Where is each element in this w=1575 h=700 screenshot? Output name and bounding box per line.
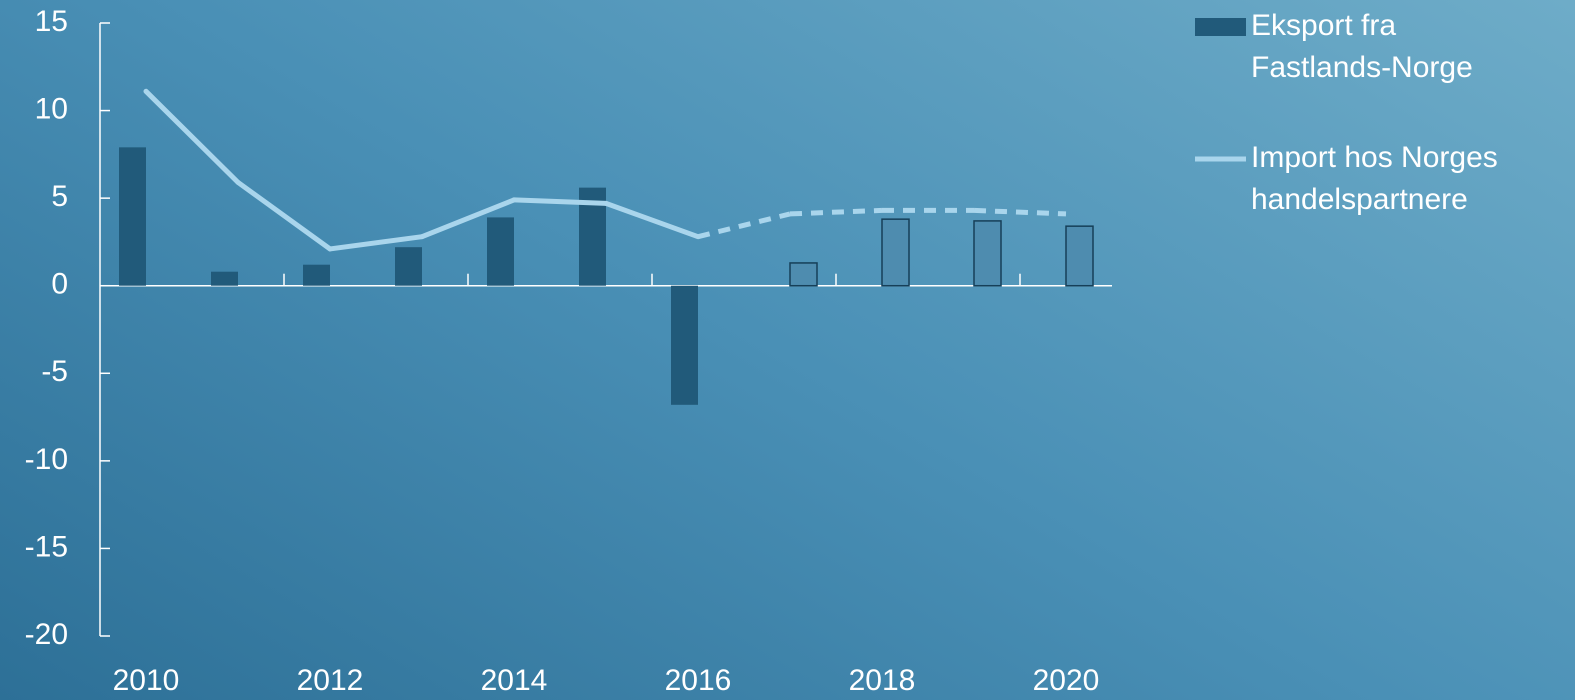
x-tick-label: 2012 bbox=[297, 664, 364, 697]
legend-label: Import hos Norges handelspartnere bbox=[1251, 141, 1498, 216]
line-segment bbox=[327, 234, 425, 252]
line-segment bbox=[973, 207, 1067, 217]
bar bbox=[119, 147, 146, 286]
line-segment bbox=[511, 197, 609, 206]
x-tick-label: 2014 bbox=[481, 664, 548, 697]
bar bbox=[789, 262, 818, 287]
bar bbox=[881, 218, 910, 287]
legend-label: Eksport fra Fastlands-Norge bbox=[1251, 9, 1473, 84]
line-segment bbox=[235, 179, 333, 252]
y-tick-label: -5 bbox=[41, 355, 68, 388]
y-tick-label: -10 bbox=[25, 443, 68, 476]
x-tick-label: 2010 bbox=[113, 664, 180, 697]
bar bbox=[395, 247, 422, 286]
line-segment bbox=[697, 211, 791, 240]
y-tick-label: 0 bbox=[51, 268, 68, 301]
bar bbox=[211, 271, 238, 286]
legend-swatch bbox=[1195, 18, 1246, 36]
bar bbox=[671, 285, 698, 405]
bar bbox=[973, 220, 1002, 287]
line-segment bbox=[143, 88, 241, 185]
y-tick-label: 10 bbox=[35, 92, 68, 125]
y-tick-label: -15 bbox=[25, 530, 68, 563]
x-tick-label: 2018 bbox=[849, 664, 916, 697]
bar bbox=[303, 264, 330, 286]
x-tick-label: 2016 bbox=[665, 664, 732, 697]
y-tick-label: 5 bbox=[51, 180, 68, 213]
bar bbox=[1065, 225, 1094, 287]
line-segment bbox=[419, 197, 517, 240]
y-tick-label: 15 bbox=[35, 5, 68, 38]
line-segment bbox=[789, 207, 883, 217]
x-tick-label: 2020 bbox=[1033, 664, 1100, 697]
y-tick-label: -20 bbox=[25, 618, 68, 651]
bar bbox=[487, 217, 514, 286]
line-segment bbox=[603, 200, 701, 240]
